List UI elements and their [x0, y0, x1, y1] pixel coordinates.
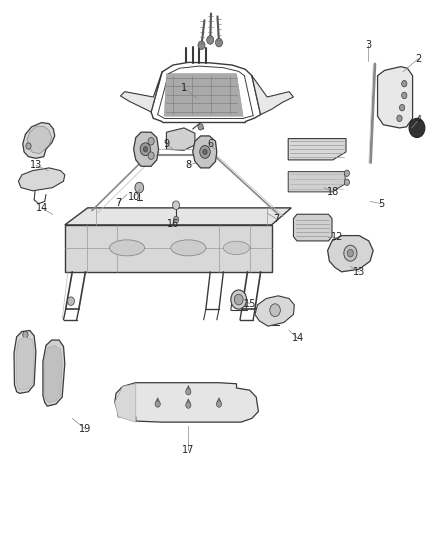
Polygon shape — [45, 345, 62, 402]
Circle shape — [198, 41, 205, 50]
Polygon shape — [255, 296, 294, 326]
Circle shape — [203, 149, 207, 155]
Circle shape — [155, 401, 160, 407]
Polygon shape — [23, 123, 55, 158]
Polygon shape — [288, 172, 345, 192]
Text: 14: 14 — [35, 203, 48, 213]
Polygon shape — [293, 214, 332, 241]
Text: 18: 18 — [327, 187, 339, 197]
Circle shape — [200, 146, 210, 158]
Polygon shape — [27, 126, 52, 154]
Circle shape — [26, 143, 31, 149]
Text: 17: 17 — [182, 446, 194, 455]
Circle shape — [148, 152, 154, 159]
Text: 19: 19 — [79, 424, 92, 434]
Circle shape — [173, 216, 179, 223]
Circle shape — [344, 170, 350, 176]
Circle shape — [207, 36, 214, 44]
Circle shape — [23, 332, 28, 338]
Polygon shape — [120, 72, 162, 112]
Circle shape — [135, 182, 144, 193]
Polygon shape — [18, 168, 65, 191]
Text: 10: 10 — [127, 192, 140, 202]
Text: 15: 15 — [244, 299, 256, 309]
Text: 13: 13 — [30, 160, 42, 170]
Polygon shape — [65, 208, 291, 225]
Polygon shape — [378, 67, 413, 128]
Circle shape — [399, 104, 405, 111]
Circle shape — [148, 138, 154, 145]
Text: 1: 1 — [181, 83, 187, 93]
Circle shape — [344, 179, 350, 185]
Polygon shape — [166, 128, 195, 150]
Text: 12: 12 — [331, 232, 343, 242]
Text: 8: 8 — [185, 160, 191, 170]
Circle shape — [402, 80, 407, 87]
Circle shape — [216, 401, 222, 407]
Polygon shape — [288, 139, 346, 160]
Polygon shape — [115, 384, 136, 422]
Text: 6: 6 — [207, 139, 213, 149]
Circle shape — [270, 304, 280, 317]
Text: 7: 7 — [273, 214, 279, 223]
Polygon shape — [65, 225, 272, 272]
Text: 5: 5 — [378, 199, 384, 208]
Ellipse shape — [223, 241, 250, 255]
Circle shape — [234, 294, 243, 305]
Circle shape — [347, 249, 353, 257]
Circle shape — [215, 38, 223, 47]
Text: 4: 4 — [415, 115, 421, 125]
Polygon shape — [17, 337, 34, 390]
Polygon shape — [43, 340, 65, 406]
Ellipse shape — [171, 240, 206, 256]
Text: 13: 13 — [353, 267, 365, 277]
Circle shape — [140, 143, 151, 156]
Circle shape — [231, 290, 247, 309]
Circle shape — [186, 389, 191, 395]
Polygon shape — [193, 136, 217, 168]
Text: 7: 7 — [115, 198, 121, 207]
Circle shape — [344, 245, 357, 261]
Circle shape — [67, 297, 74, 305]
Circle shape — [143, 147, 148, 152]
Text: 14: 14 — [292, 334, 304, 343]
Polygon shape — [328, 236, 373, 272]
Circle shape — [173, 201, 180, 209]
Circle shape — [409, 118, 425, 138]
Polygon shape — [115, 383, 258, 422]
Text: 3: 3 — [365, 41, 371, 50]
Polygon shape — [134, 132, 159, 166]
Circle shape — [402, 92, 407, 99]
Circle shape — [397, 115, 402, 122]
Polygon shape — [252, 76, 293, 115]
Polygon shape — [164, 74, 243, 116]
Text: 2: 2 — [415, 54, 421, 63]
Text: 16: 16 — [167, 219, 179, 229]
Ellipse shape — [110, 240, 145, 256]
Text: 9: 9 — [163, 139, 170, 149]
Circle shape — [198, 124, 203, 130]
Polygon shape — [14, 330, 36, 393]
Circle shape — [186, 402, 191, 408]
